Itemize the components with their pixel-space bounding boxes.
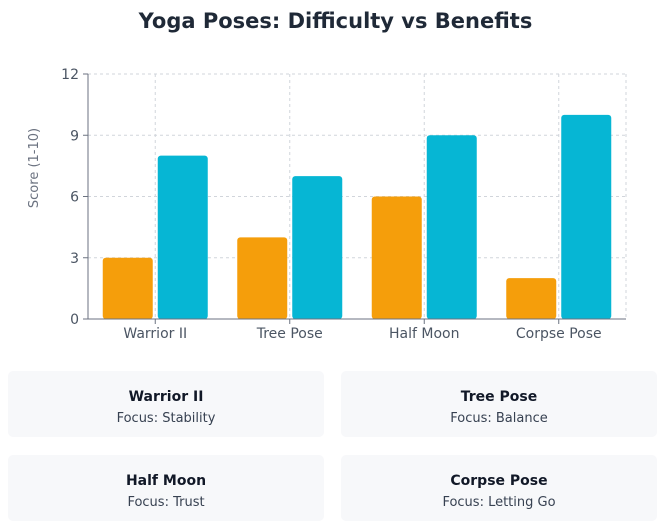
pose-card-half-moon: Half Moon Focus: Trust <box>8 455 324 521</box>
pose-card-name: Tree Pose <box>460 389 538 405</box>
pose-card-corpse-pose: Corpse Pose Focus: Letting Go <box>341 455 657 521</box>
pose-card-warrior-ii: Warrior II Focus: Stability <box>8 371 324 437</box>
bars <box>102 114 612 319</box>
y-tick-label: 9 <box>70 128 79 144</box>
bar-tree-pose-s1 <box>237 237 288 319</box>
y-tick-label: 6 <box>70 190 79 206</box>
grid-lines <box>88 73 627 319</box>
bar-corpse-pose-s2 <box>561 114 612 319</box>
axes <box>83 73 626 324</box>
y-tick-label: 0 <box>70 312 79 328</box>
tick-labels: 0 3 6 9 12 Warrior II Tree Pose Half Moon Corpse… <box>61 67 601 342</box>
pose-card-name: Corpse Pose <box>450 473 548 489</box>
bar-half-moon-s1 <box>371 196 422 319</box>
pose-card-focus: Focus: Letting Go <box>442 495 556 510</box>
pose-card-name: Half Moon <box>125 473 207 489</box>
y-tick-label: 3 <box>70 251 79 267</box>
pose-card-name: Warrior II <box>128 389 204 405</box>
x-tick-label: Warrior II <box>123 326 187 342</box>
bar-corpse-pose-s1 <box>506 278 557 319</box>
x-tick-label: Half Moon <box>389 326 459 342</box>
bar-tree-pose-s2 <box>292 176 343 319</box>
bar-warrior-ii-s1 <box>102 257 153 319</box>
chart-title: Yoga Poses: Difficulty vs Benefits <box>138 9 533 33</box>
x-tick-label: Corpse Pose <box>516 326 602 342</box>
pose-card-tree-pose: Tree Pose Focus: Balance <box>341 371 657 437</box>
bar-chart: 0 3 6 9 12 Warrior II Tree Pose Half Moon Corpse… <box>27 67 627 342</box>
pose-card-focus: Focus: Stability <box>116 411 216 426</box>
x-tick-label: Tree Pose <box>256 326 323 342</box>
pose-card-focus: Focus: Balance <box>450 411 548 426</box>
bar-warrior-ii-s2 <box>157 155 208 319</box>
bar-half-moon-s2 <box>426 135 477 319</box>
y-axis-label: Score (1-10) <box>27 128 42 208</box>
pose-card-focus: Focus: Trust <box>127 495 205 510</box>
y-tick-label: 12 <box>61 67 79 83</box>
